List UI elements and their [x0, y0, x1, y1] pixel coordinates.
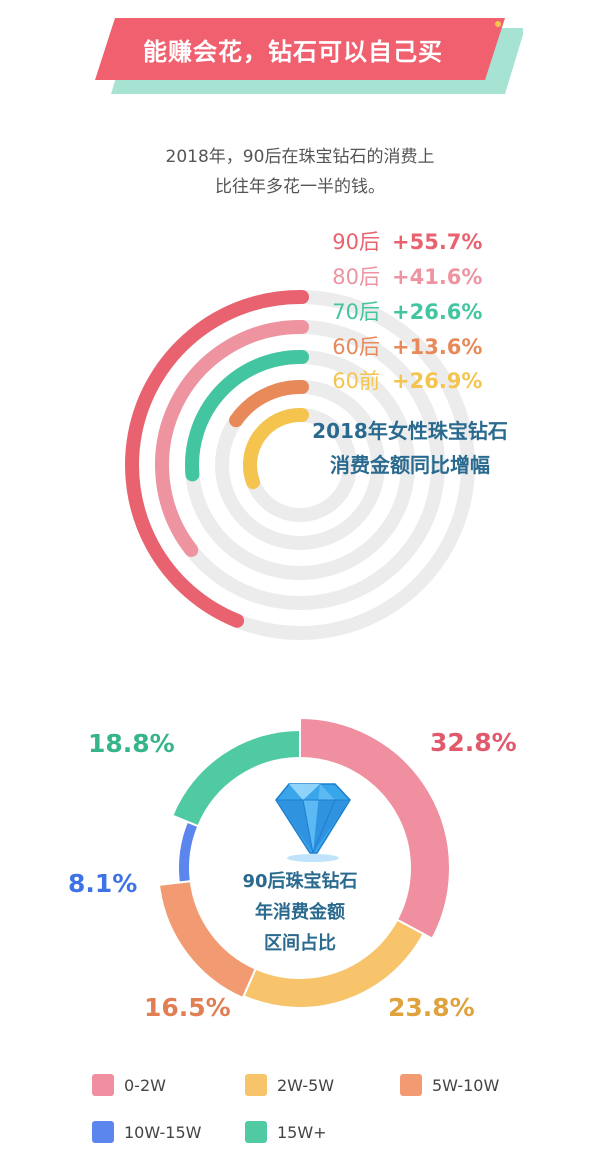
ring-series-name: 90后 — [332, 230, 380, 254]
legend-label: 0-2W — [124, 1075, 166, 1095]
donut-label-10W-15W: 8.1% — [68, 869, 138, 898]
ring-series-name: 70后 — [332, 300, 380, 324]
intro-text: 2018年，90后在珠宝钻石的消费上 比往年多花一半的钱。 — [100, 142, 500, 202]
legend-swatch — [245, 1121, 267, 1143]
ring-series-value: +55.7% — [392, 230, 483, 254]
donut-label-5W-10W: 16.5% — [144, 993, 231, 1022]
ring-bar-90后 — [125, 290, 307, 628]
donut-chart-title-line-2: 年消费金额 — [255, 902, 345, 923]
donut-slice-0-2W — [299, 716, 451, 940]
ring-series-value: +13.6% — [392, 335, 483, 359]
donut-chart-title: 90后珠宝钻石 年消费金额 区间占比 — [205, 866, 395, 959]
ring-label-60前: 60前 +26.9% — [308, 367, 482, 395]
legend-label: 15W+ — [277, 1122, 327, 1142]
ring-series-value: +41.6% — [392, 265, 483, 289]
legend-swatch — [245, 1074, 267, 1096]
ring-label-70后: 70后 +26.6% — [308, 298, 482, 326]
ring-label-90后: 90后 +55.7% — [308, 228, 482, 256]
ring-series-value: +26.9% — [392, 369, 483, 393]
ring-series-name: 60前 — [332, 369, 380, 393]
ring-bar-60后 — [229, 380, 307, 428]
radial-chart-title-line-1: 2018年女性珠宝钻石 — [312, 419, 508, 443]
ring-series-name: 60后 — [332, 335, 380, 359]
legend-swatch — [92, 1074, 114, 1096]
page-title: 能赚会花，钻石可以自己买 — [143, 37, 443, 66]
radial-chart-title: 2018年女性珠宝钻石 消费金额同比增幅 — [280, 414, 540, 482]
legend-item-10W-15W: 10W-15W — [92, 1121, 201, 1143]
ring-label-80后: 80后 +41.6% — [308, 263, 482, 291]
donut-label-2W-5W: 23.8% — [388, 993, 475, 1022]
donut-chart — [157, 716, 451, 1009]
intro-line-2: 比往年多花一半的钱。 — [215, 177, 385, 197]
legend-label: 10W-15W — [124, 1122, 202, 1142]
legend-swatch — [92, 1121, 114, 1143]
intro-line-1: 2018年，90后在珠宝钻石的消费上 — [165, 147, 435, 167]
legend-swatch — [400, 1074, 422, 1096]
legend-item-5W-10W: 5W-10W — [400, 1074, 499, 1096]
ring-series-value: +26.6% — [392, 300, 483, 324]
legend-label: 2W-5W — [277, 1075, 335, 1095]
radial-bar-chart — [125, 290, 475, 640]
ring-bar-80后 — [155, 320, 307, 557]
header-banner: 能赚会花，钻石可以自己买 — [93, 16, 523, 96]
donut-slice-5W-10W — [157, 879, 257, 1000]
diamond-shadow — [287, 854, 339, 862]
donut-slice-15W+ — [171, 728, 301, 828]
ring-bar-70后 — [185, 350, 307, 482]
legend-item-0-2W: 0-2W — [92, 1074, 166, 1096]
donut-chart-title-line-3: 区间占比 — [264, 933, 336, 954]
legend-label: 5W-10W — [432, 1075, 500, 1095]
legend-item-15W+: 15W+ — [245, 1121, 327, 1143]
donut-label-15W+: 18.8% — [88, 729, 175, 758]
donut-chart-title-line-1: 90后珠宝钻石 — [242, 871, 358, 892]
banner-shape — [95, 18, 523, 94]
ring-label-60后: 60后 +13.6% — [308, 333, 482, 361]
donut-slice-10W-15W — [177, 820, 200, 884]
donut-label-0-2W: 32.8% — [430, 728, 517, 757]
legend-item-2W-5W: 2W-5W — [245, 1074, 334, 1096]
donut-hole — [196, 764, 404, 972]
ring-series-name: 80后 — [332, 265, 380, 289]
diamond-icon — [275, 783, 351, 854]
radial-chart-title-line-2: 消费金额同比增幅 — [330, 453, 490, 477]
ring-bar-60前 — [243, 408, 307, 490]
